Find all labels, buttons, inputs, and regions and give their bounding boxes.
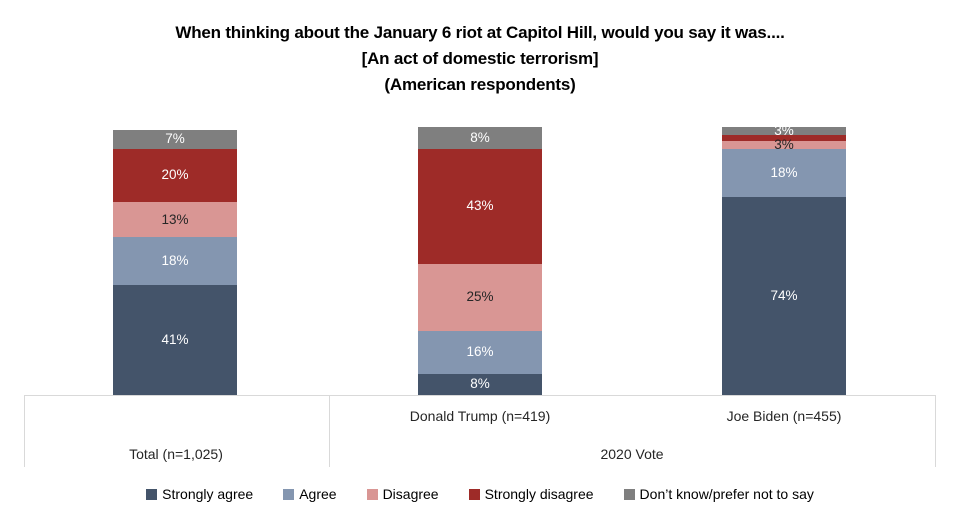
legend-item: Disagree [366, 486, 439, 502]
bar-segment: 3% [722, 136, 846, 152]
bar-segment: 13% [113, 202, 237, 237]
x-axis-line [24, 395, 936, 396]
bar-segment-label: 3% [774, 123, 794, 139]
chart-title-line3: (American respondents) [384, 75, 576, 94]
bar-segment: 7% [113, 129, 237, 149]
plot-area: 41% 18% 13% 20% 7% 8% 16% 25% 43% 8% 74% 18% 3% 3% [0, 123, 960, 395]
legend-swatch-icon [468, 488, 480, 500]
bar-segment-label: 8% [470, 129, 490, 145]
bar-segment-label: 74% [770, 287, 798, 303]
chart-title-line2: [An act of domestic terrorism] [361, 49, 599, 68]
axis-label-total: Total (n=1,025) [129, 446, 223, 462]
bar-segment-label: 7% [165, 131, 185, 147]
axis-tick-left [24, 395, 25, 467]
axis-label-biden: Joe Biden (n=455) [726, 408, 842, 424]
bar-3: 74% 18% 3% 3% [722, 123, 846, 395]
legend: Strongly agree Agree Disagree Strongly disa… [0, 486, 960, 502]
bar-segment: 25% [418, 263, 542, 331]
legend-swatch-icon [623, 488, 635, 500]
bar-segment: 18% [722, 148, 846, 197]
chart-title: When thinking about the January 6 riot a… [0, 20, 960, 98]
legend-item: Strongly disagree [468, 486, 594, 502]
legend-item: Don’t know/prefer not to say [623, 486, 814, 502]
bar-segment: 41% [113, 285, 237, 395]
bar-segment: 8% [418, 127, 542, 149]
legend-swatch-icon [366, 488, 378, 500]
bar-segment-label: 18% [770, 164, 798, 180]
bar-segment-label: 13% [161, 211, 189, 227]
bar-segment-label: 18% [161, 253, 189, 269]
bar-segment-label: 25% [466, 289, 494, 305]
legend-label: Don’t know/prefer not to say [639, 486, 814, 502]
bar-segment: 3% [722, 123, 846, 139]
bar-segment-label: 3% [774, 136, 794, 152]
axis-tick-right [935, 395, 936, 467]
bar-segment-label: 16% [466, 344, 494, 360]
bar-segment: 43% [418, 148, 542, 264]
axis-tick-middle [329, 395, 330, 467]
bar-segment-label: 43% [466, 198, 494, 214]
bar-1: 41% 18% 13% 20% 7% [113, 129, 237, 395]
legend-label: Agree [299, 486, 337, 502]
legend-label: Strongly agree [162, 486, 254, 502]
bar-segment-label: 8% [470, 376, 490, 392]
legend-label: Strongly disagree [484, 486, 594, 502]
legend-item: Strongly agree [146, 486, 253, 502]
bar-segment: 18% [113, 236, 237, 286]
bar-2: 8% 16% 25% 43% 8% [418, 127, 542, 395]
bar-segment: 20% [113, 148, 237, 203]
legend-label: Disagree [382, 486, 439, 502]
legend-swatch-icon [146, 488, 158, 500]
bar-segment-label: 41% [161, 332, 189, 348]
bar-segment: 74% [722, 196, 846, 395]
bar-segment: 16% [418, 330, 542, 374]
bar-segment [722, 135, 846, 141]
axis-label-trump: Donald Trump (n=419) [409, 408, 551, 424]
legend-item: Agree [283, 486, 337, 502]
axis-label-2020-vote: 2020 Vote [600, 446, 664, 462]
bar-segment-label: 20% [161, 167, 189, 183]
bar-segment: 8% [418, 373, 542, 395]
legend-swatch-icon [283, 488, 295, 500]
chart-title-line1: When thinking about the January 6 riot a… [175, 23, 785, 42]
